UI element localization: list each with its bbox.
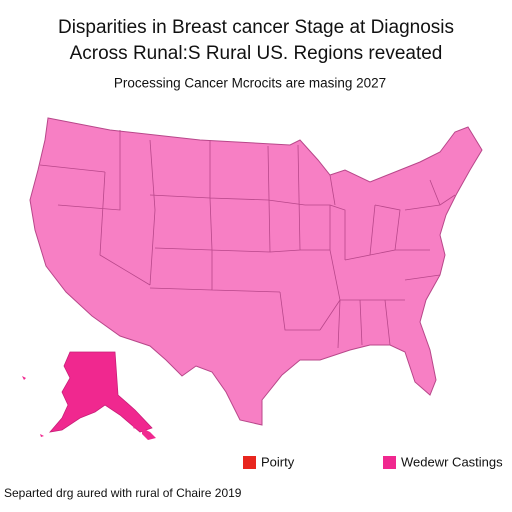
legend-label: Wedewr Castings <box>401 454 503 469</box>
title-line: Across Runal:S Rural US. Regions reveate… <box>70 43 443 64</box>
legend-swatch <box>383 456 396 469</box>
legend-swatch <box>243 456 256 469</box>
contiguous-us <box>29 117 483 426</box>
alaska <box>48 351 153 433</box>
title-line: Disparities in Breast cancer Stage at Di… <box>58 17 454 38</box>
footer: Separted drg aured with rural of Chaire … <box>4 486 242 500</box>
us-map <box>22 117 483 440</box>
subtitle: Processing Cancer Mcrocits are masing 20… <box>114 76 386 91</box>
state-borders <box>39 130 456 349</box>
islands <box>22 376 44 437</box>
legend-label: Poirty <box>261 454 295 469</box>
legend: Poirty Wedewr Castings <box>243 454 503 469</box>
hawaii <box>132 424 156 440</box>
